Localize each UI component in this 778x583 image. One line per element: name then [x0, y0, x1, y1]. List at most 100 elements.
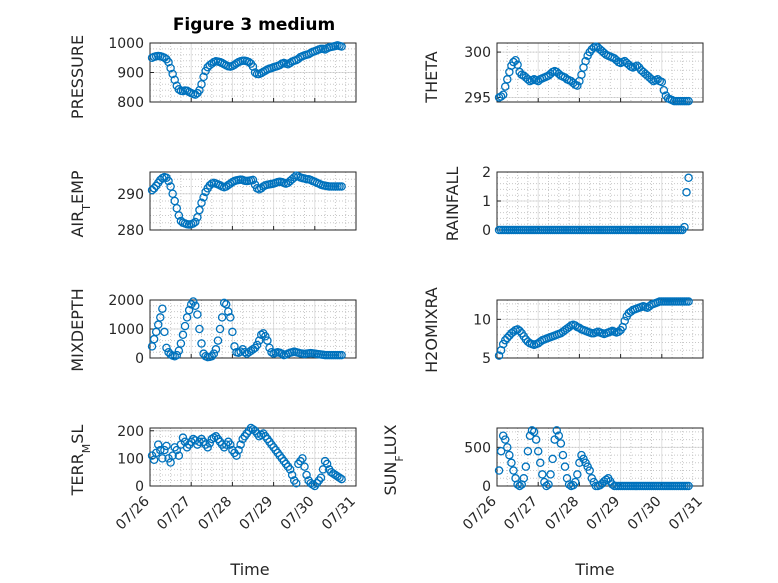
data-point-terr_msl	[232, 451, 241, 460]
data-point-air_temp	[174, 211, 184, 220]
ylabel-rainfall-text: RAINFALL	[443, 167, 462, 242]
data-point-theta	[498, 90, 508, 99]
data-point-terr_msl	[191, 436, 200, 445]
data-point-mixdepth	[211, 345, 221, 354]
data-point-mixdepth	[191, 301, 200, 311]
data-point-mixdepth	[219, 298, 229, 308]
y-tick-label: 300	[464, 45, 491, 61]
data-point-sun_flux	[533, 446, 543, 456]
data-point-terr_msl	[318, 465, 328, 474]
figure-title: Figure 3 medium	[173, 15, 335, 35]
data-point-air_temp	[189, 219, 198, 228]
y-tick-label: 500	[464, 440, 491, 456]
data-point-sun_flux	[546, 470, 555, 479]
data-point-sun_flux	[507, 458, 516, 468]
ylabel-mixdepth-text: MIXDEPTH	[68, 288, 87, 371]
data-point-sun_flux	[531, 435, 541, 444]
subplot-rainfall: 0 1 2	[482, 165, 704, 239]
data-point-mixdepth	[195, 324, 204, 334]
y-tick-label: 0	[135, 351, 144, 367]
data-point-mixdepth	[240, 347, 250, 357]
y-tick-label: 200	[117, 424, 144, 440]
data-point-theta	[523, 75, 533, 84]
data-point-sun_flux	[552, 426, 561, 435]
data-point-sun_flux	[573, 470, 582, 479]
data-point-terr_msl	[236, 440, 245, 449]
y-tick-label: 280	[117, 223, 144, 239]
data-point-mixdepth	[158, 304, 167, 313]
data-point-terr_msl	[298, 454, 307, 463]
data-point-terr_msl	[226, 440, 235, 449]
data-point-pressure	[199, 72, 208, 82]
y-tick-label: 100	[117, 451, 144, 467]
data-point-mixdepth	[207, 352, 217, 361]
data-point-sun_flux	[515, 481, 524, 491]
data-point-mixdepth	[213, 336, 223, 345]
data-point-mixdepth	[267, 347, 276, 357]
subplot-air_temp: 280 290	[117, 171, 357, 239]
data-point-theta	[511, 56, 520, 65]
data-point-sun_flux	[548, 454, 557, 464]
subplot-mixdepth: 0 1000 2000	[108, 293, 357, 367]
data-point-mixdepth	[226, 313, 235, 322]
data-point-theta	[573, 81, 582, 90]
data-point-sun_flux	[519, 474, 529, 483]
data-point-terr_msl	[300, 462, 309, 471]
data-point-theta	[496, 92, 506, 101]
axes-box	[496, 42, 704, 103]
data-point-sun_flux	[496, 446, 506, 456]
data-point-terr_msl	[335, 473, 344, 482]
data-point-mixdepth	[178, 330, 188, 340]
data-point-mixdepth	[193, 310, 202, 319]
data-point-mixdepth	[254, 336, 264, 345]
data-point-mixdepth	[156, 313, 165, 322]
data-point-terr_msl	[160, 445, 169, 455]
y-tick-label: 800	[117, 95, 144, 111]
axes-box	[496, 299, 704, 359]
data-point-mixdepth	[217, 313, 227, 322]
data-point-pressure	[275, 60, 285, 70]
data-point-mixdepth	[277, 349, 287, 358]
data-point-theta	[581, 56, 590, 66]
ylabel-rainfall: RAINFALL	[443, 167, 462, 242]
y-tick-label: 2	[482, 165, 491, 181]
y-tick-label: 1000	[108, 322, 144, 338]
data-point-air_temp	[248, 175, 258, 185]
data-point-mixdepth	[180, 321, 190, 331]
y-tick-label: 1000	[108, 36, 144, 52]
data-point-sun_flux	[538, 470, 547, 479]
data-point-terr_msl	[292, 478, 301, 488]
data-point-terr_msl	[337, 474, 346, 484]
data-point-mixdepth	[176, 339, 186, 348]
data-point-sun_flux	[536, 458, 545, 468]
axes-box	[149, 171, 357, 231]
data-point-air_temp	[199, 193, 208, 202]
data-point-air_temp	[149, 184, 159, 193]
data-point-sun_flux	[542, 481, 551, 491]
data-point-theta	[684, 96, 693, 106]
subplot-theta: 295 300	[464, 42, 704, 106]
data-point-sun_flux	[684, 481, 693, 491]
data-point-pressure	[166, 63, 175, 73]
data-point-sun_flux	[521, 462, 531, 471]
data-point-sun_flux	[558, 450, 568, 460]
data-point-sun_flux	[554, 431, 564, 440]
data-point-pressure	[250, 68, 260, 77]
data-point-rainfall	[682, 188, 691, 197]
data-point-sun_flux	[556, 439, 566, 448]
data-point-theta	[657, 77, 667, 87]
data-point-sun_flux	[509, 466, 518, 475]
data-point-air_temp	[197, 198, 206, 208]
data-point-sun_flux	[560, 462, 570, 471]
ylabel-h2omixra: H2OMIXRA	[422, 287, 441, 373]
data-point-air_temp	[191, 217, 200, 227]
data-point-terr_msl	[209, 433, 219, 442]
data-point-sun_flux	[571, 477, 580, 487]
ylabel-pressure-text: PRESSURE	[68, 35, 87, 119]
data-point-mixdepth	[160, 327, 169, 337]
data-point-sun_flux	[544, 480, 553, 489]
data-point-mixdepth	[256, 330, 266, 340]
x-axis-label-right: Time	[574, 560, 614, 579]
data-point-terr_msl	[172, 445, 182, 455]
